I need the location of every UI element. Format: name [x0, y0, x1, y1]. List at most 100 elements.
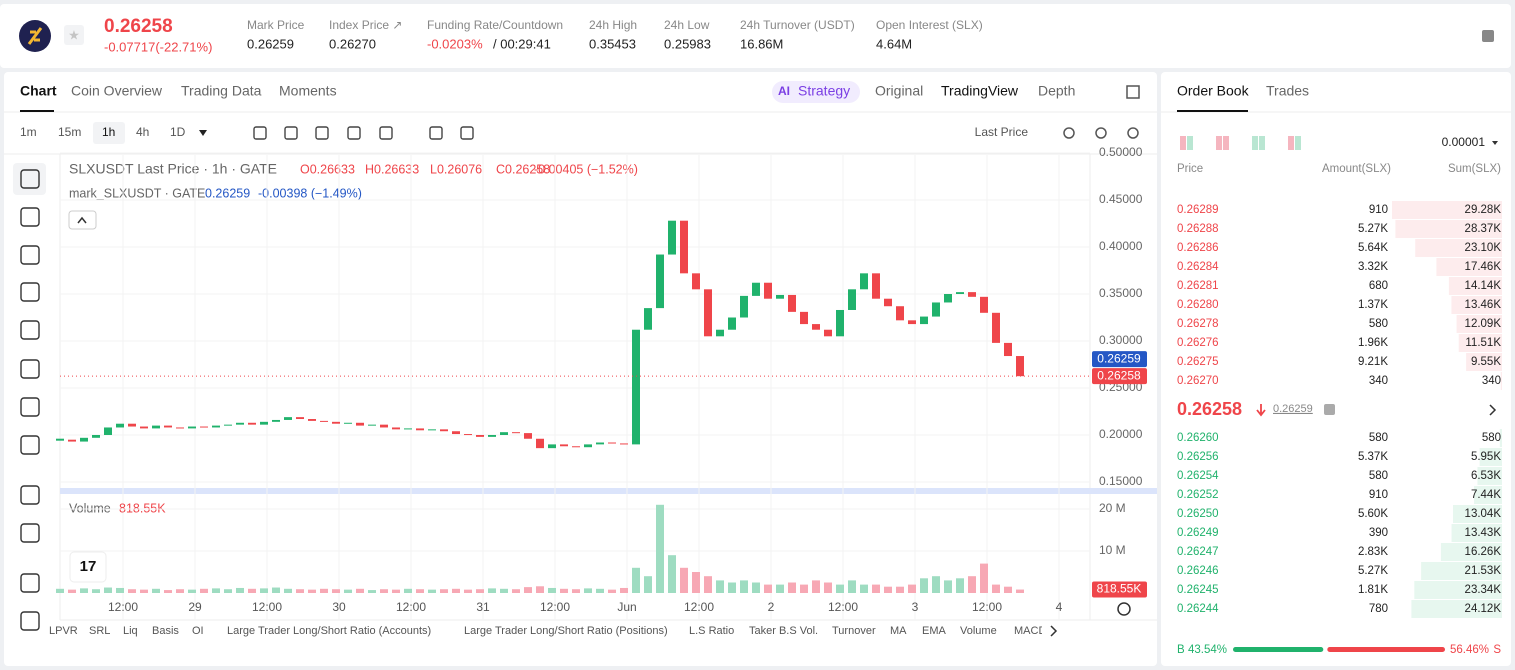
toolbar-icon[interactable] — [253, 126, 267, 140]
drawing-tool[interactable] — [20, 485, 40, 505]
toolbar-icon[interactable] — [347, 126, 361, 140]
toolbar-icon[interactable] — [315, 126, 329, 140]
candle — [272, 419, 280, 422]
toolbar-icon[interactable] — [460, 126, 474, 140]
book-sum: 6.53K — [1471, 470, 1501, 482]
more-arrow[interactable] — [1489, 404, 1497, 416]
book-view[interactable] — [1223, 136, 1229, 150]
y-tick-label: 10 M — [1099, 543, 1126, 557]
indicator[interactable]: EMA — [922, 625, 947, 637]
volume-bar — [200, 588, 208, 593]
indicator[interactable]: Large Trader Long/Short Ratio (Positions… — [464, 625, 668, 637]
book-view[interactable] — [1187, 136, 1193, 150]
volume-bar — [944, 580, 952, 593]
candle — [224, 424, 232, 426]
book-view[interactable] — [1216, 136, 1222, 150]
stat-value: 0.26270 — [329, 36, 376, 51]
legend-mark-value: 0.26259 — [205, 186, 250, 200]
indicator[interactable]: LPVR — [49, 625, 78, 637]
layout-button[interactable] — [1126, 85, 1140, 99]
indicator[interactable]: Taker B.S Vol. — [749, 625, 818, 637]
indicator[interactable]: Basis — [152, 625, 179, 637]
volume-bar — [908, 584, 916, 593]
dropdown-caret[interactable] — [199, 130, 207, 136]
drawing-tool[interactable] — [20, 359, 40, 379]
volume-bar — [536, 586, 544, 593]
candle — [200, 426, 208, 428]
toolbar-icon[interactable] — [1063, 127, 1075, 139]
candle — [764, 282, 772, 299]
drawing-tool[interactable] — [20, 207, 40, 227]
drawing-tool[interactable] — [20, 573, 40, 593]
indicator[interactable]: L.S Ratio — [689, 625, 734, 637]
indicator[interactable]: Large Trader Long/Short Ratio (Accounts) — [227, 625, 431, 637]
tab[interactable]: Moments — [279, 83, 337, 99]
book-view[interactable] — [1252, 136, 1258, 150]
book-view[interactable] — [1259, 136, 1265, 150]
interval[interactable]: 15m — [58, 125, 81, 139]
tab[interactable]: Trading Data — [181, 83, 262, 99]
candle — [512, 432, 520, 434]
toolbar-icon[interactable] — [429, 126, 443, 140]
indicator[interactable]: Volume — [960, 625, 997, 637]
drawing-tool[interactable] — [20, 320, 40, 340]
ob-tab[interactable]: Order Book — [1177, 83, 1250, 99]
ob-tab[interactable]: Trades — [1266, 83, 1309, 99]
scroll-right[interactable] — [1050, 625, 1058, 637]
settings-icon[interactable] — [1117, 602, 1131, 616]
precision[interactable]: 0.00001 — [1442, 135, 1486, 149]
indicator[interactable]: Turnover — [832, 625, 876, 637]
interval[interactable]: 4h — [136, 125, 149, 139]
drawing-tool[interactable] — [20, 169, 40, 189]
interval[interactable]: 1m — [20, 125, 37, 139]
toolbar-icon[interactable] — [1127, 127, 1139, 139]
book-view[interactable] — [1295, 136, 1301, 150]
toolbar-icon[interactable] — [1095, 127, 1107, 139]
book-sum: 23.10K — [1465, 242, 1502, 254]
view-tab[interactable]: Original — [875, 83, 923, 99]
volume-bar — [992, 584, 1000, 593]
view-tab[interactable]: TradingView — [941, 83, 1019, 99]
drawing-tool[interactable] — [20, 282, 40, 302]
toolbar-icon[interactable] — [379, 126, 393, 140]
toolbar-icon[interactable] — [284, 126, 298, 140]
book-view[interactable] — [1180, 136, 1186, 150]
price-type[interactable]: Last Price — [975, 125, 1029, 139]
volume-bar — [692, 571, 700, 593]
indicator[interactable]: SRL — [89, 625, 110, 637]
tab[interactable]: Chart — [20, 83, 57, 99]
drawing-tool[interactable] — [20, 523, 40, 543]
drawing-tool[interactable] — [20, 397, 40, 417]
volume-bar — [488, 588, 496, 593]
drawing-tool[interactable] — [20, 245, 40, 265]
candle — [896, 306, 904, 321]
volume-bar — [224, 589, 232, 593]
x-tick-label: 12:00 — [828, 600, 858, 614]
collapse-button[interactable] — [68, 210, 97, 230]
indicator[interactable]: MA — [890, 625, 907, 637]
stat-value: 16.86M — [740, 36, 783, 51]
interval[interactable]: 1D — [170, 125, 186, 139]
volume-bar — [632, 567, 640, 593]
book-icon[interactable] — [1482, 30, 1494, 42]
x-tick-label: 31 — [476, 600, 490, 614]
book-sum: 11.51K — [1465, 337, 1501, 349]
book-price: 0.26280 — [1177, 299, 1219, 311]
view-tab[interactable]: Depth — [1038, 83, 1075, 99]
indicator[interactable]: MACD — [1014, 625, 1046, 637]
book-view[interactable] — [1288, 136, 1294, 150]
indicator[interactable]: OI — [192, 625, 204, 637]
depth-bar — [1451, 296, 1502, 314]
drawing-tool[interactable] — [20, 435, 40, 455]
indicator[interactable]: Liq — [123, 625, 138, 637]
volume-bar — [1004, 586, 1012, 593]
collapse-icon — [77, 216, 87, 224]
legend-title: SLXUSDT Last Price · 1h · GATE — [69, 161, 277, 177]
tab[interactable]: Coin Overview — [71, 83, 163, 99]
volume-bar — [848, 580, 856, 593]
favorite-button[interactable] — [64, 25, 84, 45]
drawing-tool[interactable] — [20, 611, 40, 631]
interval[interactable]: 1h — [102, 125, 115, 139]
view-tab[interactable]: Strategy — [798, 83, 850, 99]
